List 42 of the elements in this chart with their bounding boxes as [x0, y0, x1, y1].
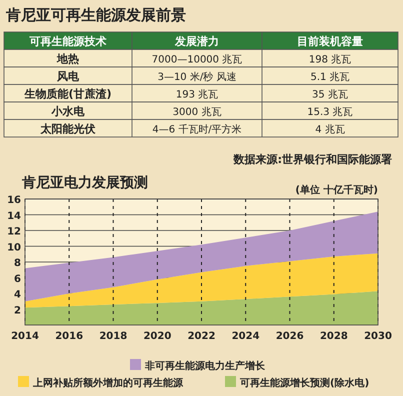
x-tick-label: 2030 [364, 331, 392, 342]
text: 35 兆瓦 [312, 88, 348, 100]
x-tick-label: 2022 [188, 331, 216, 342]
x-tick-label: 2016 [55, 331, 84, 342]
y-tick-label: 6 [14, 274, 22, 285]
text: 7000—10000 兆瓦 [152, 53, 242, 66]
text: 地热 [56, 52, 79, 66]
text: 193 兆瓦 [176, 88, 218, 100]
y-tick-label: 8 [14, 258, 22, 269]
text: 4 兆瓦 [315, 123, 345, 136]
text: 3—10 米/秒 风速 [158, 70, 236, 83]
y-tick-label: 12 [7, 226, 22, 238]
text: 3000 兆瓦 [172, 106, 222, 118]
y-tick-label: 2 [14, 305, 22, 316]
legend-label: 可再生能源增长预测(除水电) [239, 377, 370, 389]
x-tick-label: 2020 [143, 331, 172, 342]
y-tick-label: 16 [7, 195, 22, 206]
text: 4—6 千瓦时/平方米 [152, 123, 242, 136]
text: 太阳能光伏 [40, 122, 96, 136]
x-tick-label: 2018 [99, 331, 128, 342]
legend-label: 非可再生能源电力生产增长 [144, 360, 266, 372]
legend-label: 上网补贴所额外增加的可再生能源 [32, 377, 184, 389]
text: 风电 [56, 70, 80, 83]
text: 发展潜力 [174, 34, 219, 48]
y-tick-label: 14 [7, 210, 22, 222]
source-note: 数据来源:世界银行和国际能源署 [232, 153, 392, 166]
text: 198 兆瓦 [308, 53, 352, 66]
chart-title: 肯尼亚电力发展预测 [21, 175, 148, 191]
y-axis-title: (单位 十亿千瓦时) [295, 184, 378, 196]
x-tick-label: 2024 [232, 331, 260, 342]
text: 5.1 兆瓦 [310, 70, 350, 83]
x-tick-label: 2028 [320, 331, 348, 342]
x-tick-label: 2026 [276, 331, 304, 342]
text: 15.3 兆瓦 [307, 106, 353, 118]
text: 可再生能源技术 [28, 34, 106, 48]
y-tick-label: 4 [14, 290, 22, 300]
y-tick-label: 10 [7, 242, 22, 254]
x-tick-label: 2014 [11, 331, 39, 342]
text: 肯尼亚可再生能源发展前景 [5, 6, 186, 24]
text: 小水电 [50, 104, 86, 118]
text: 生物质能(甘蔗渣) [23, 87, 112, 100]
text: 目前装机容量 [297, 34, 363, 48]
